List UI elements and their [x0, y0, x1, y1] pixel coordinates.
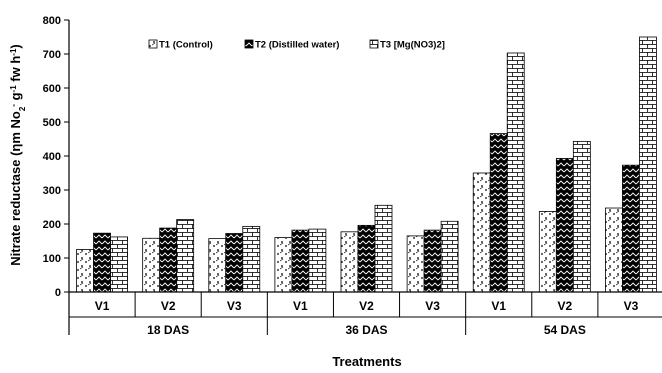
- bar-t3: [440, 220, 459, 293]
- bar-t2: [357, 224, 376, 293]
- x-group-label: 18 DAS: [147, 323, 189, 337]
- y-tick-labels: 0 100 200 300 400 500 600 700 800: [43, 15, 61, 299]
- bar-t2: [159, 227, 178, 293]
- bar-t2: [291, 229, 310, 293]
- bar-t2: [423, 229, 442, 293]
- bar-t3: [308, 228, 327, 293]
- x-group-label: 36 DAS: [345, 323, 387, 337]
- bar-t1: [538, 211, 557, 293]
- bar-t1: [76, 249, 94, 293]
- legend-swatch-t1: [148, 39, 158, 49]
- x-category-label: V3: [425, 299, 440, 313]
- y-tick-label: 200: [43, 219, 61, 231]
- bar-t1: [208, 238, 227, 293]
- legend-swatch-t2: [244, 39, 254, 49]
- legend-label-t2: T2 (Distilled water): [255, 40, 339, 51]
- bar-t1: [605, 207, 623, 293]
- bar-t2: [622, 164, 640, 293]
- bar-t2: [555, 157, 574, 293]
- bar-t2: [489, 133, 508, 293]
- bar-t3: [506, 52, 525, 293]
- bar-t2: [225, 233, 244, 293]
- x-category-label: V3: [624, 299, 639, 313]
- bar-t1: [274, 237, 293, 293]
- y-tick-label: 800: [43, 15, 61, 27]
- bar-t1: [142, 237, 161, 293]
- legend-item-t1: T1 (Control): [148, 39, 213, 51]
- x-category-labels: V1 V2 V3 V1 V2 V3 V1 V2 V3: [95, 299, 639, 313]
- bar-t1: [340, 231, 359, 293]
- bars: [76, 36, 657, 293]
- y-tick-label: 100: [43, 253, 61, 265]
- legend-label-t3: T3 [Mg(NO3)2]: [380, 40, 445, 51]
- bar-t3: [572, 140, 591, 293]
- x-category-label: V3: [227, 299, 242, 313]
- x-group-labels: 18 DAS 36 DAS 54 DAS: [147, 323, 586, 337]
- y-tick-label: 0: [55, 287, 61, 299]
- legend-swatch-t3: [369, 39, 379, 49]
- legend-item-t3: T3 [Mg(NO3)2]: [369, 39, 445, 51]
- x-axis-title: Treatments: [332, 354, 401, 369]
- bar-t2: [93, 232, 111, 293]
- y-tick-label: 500: [43, 117, 61, 129]
- axes: [64, 19, 662, 335]
- legend-item-t2: T2 (Distilled water): [244, 39, 339, 51]
- bar-t3: [110, 236, 128, 293]
- bar-t3: [176, 219, 195, 293]
- y-tick-label: 400: [43, 151, 61, 163]
- x-category-label: V2: [557, 299, 572, 313]
- x-category-label: V2: [359, 299, 374, 313]
- x-category-label: V1: [95, 299, 110, 313]
- legend: T1 (Control) T2 (Distilled water) T3 [Mg…: [148, 39, 445, 51]
- x-category-label: V2: [161, 299, 176, 313]
- x-category-label: V1: [293, 299, 308, 313]
- y-tick-label: 700: [43, 49, 61, 61]
- bar-t3: [242, 225, 261, 293]
- y-axis-title: Nitrate reductase (ηm No2- g-1 fw h-1): [8, 44, 27, 266]
- y-tick-label: 600: [43, 83, 61, 95]
- bar-t1: [472, 172, 491, 293]
- y-tick-label: 300: [43, 185, 61, 197]
- bar-t1: [406, 235, 425, 293]
- x-group-label: 54 DAS: [544, 323, 586, 337]
- bar-t3: [639, 36, 657, 293]
- x-category-label: V1: [491, 299, 506, 313]
- legend-label-t1: T1 (Control): [159, 40, 213, 51]
- bar-t3: [374, 204, 393, 293]
